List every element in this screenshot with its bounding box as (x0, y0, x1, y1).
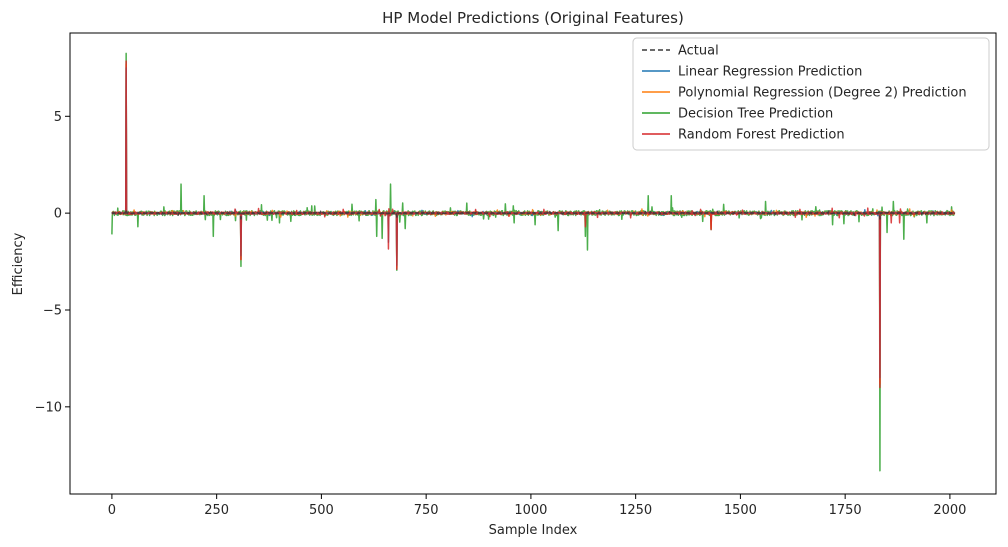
y-axis-label: Efficiency (11, 232, 26, 295)
series-line-0 (111, 208, 955, 220)
legend-label: Polynomial Regression (Degree 2) Predict… (678, 86, 967, 101)
legend-label: Decision Tree Prediction (678, 107, 833, 122)
legend-label: Linear Regression Prediction (678, 65, 862, 80)
legend-box (632, 37, 990, 151)
x-tick-label: 2000 (933, 503, 966, 518)
y-axis: 5 0 −5 −10 (35, 110, 70, 415)
x-tick-label: 1250 (619, 503, 652, 518)
chart-title: HP Model Predictions (Original Features) (382, 9, 684, 27)
y-tick-label: −5 (43, 303, 62, 318)
x-tick-label: 250 (204, 503, 229, 518)
plot-frame (69, 32, 997, 495)
legend-label: Actual (678, 44, 719, 59)
x-axis-label: Sample Index (489, 523, 578, 538)
y-tick-label: 0 (54, 207, 62, 222)
y-tick-label: 5 (54, 110, 62, 125)
y-tick-label: −10 (35, 400, 62, 415)
series-layer (111, 52, 956, 472)
legend-label: Random Forest Prediction (678, 128, 845, 143)
x-tick-label: 500 (309, 503, 334, 518)
x-tick-label: 0 (108, 503, 116, 518)
x-axis: 0 250 500 750 1000 1250 1500 1750 2000 (108, 494, 966, 518)
x-tick-label: 1750 (829, 503, 862, 518)
x-tick-label: 1500 (724, 503, 757, 518)
legend: Actual Linear Regression Prediction Polyno… (632, 37, 990, 151)
x-tick-label: 1000 (514, 503, 547, 518)
x-tick-label: 750 (414, 503, 439, 518)
